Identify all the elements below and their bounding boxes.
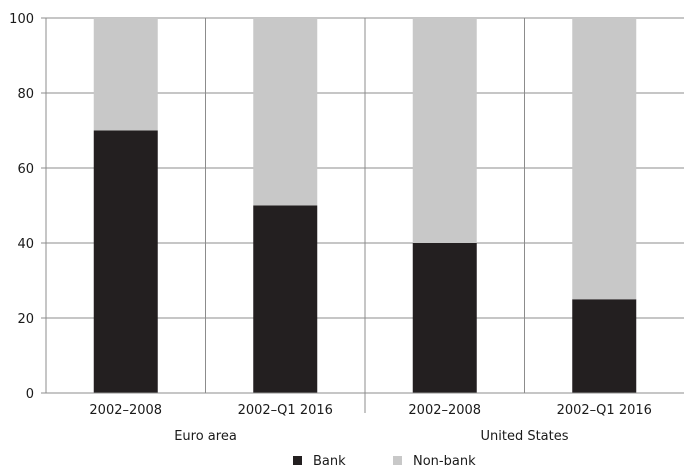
bar-non-bank-3 bbox=[412, 18, 477, 243]
bar-bank-3 bbox=[412, 243, 477, 393]
legend: Bank Non-bank bbox=[293, 454, 476, 469]
group-label: Euro area bbox=[174, 429, 237, 444]
bar-non-bank-2 bbox=[253, 18, 318, 206]
legend-bank-swatch bbox=[293, 456, 302, 465]
x-tick-label: 2002–2008 bbox=[89, 403, 162, 418]
y-tick-label: 0 bbox=[26, 387, 34, 402]
x-tick-label: 2002–Q1 2016 bbox=[238, 403, 333, 418]
bar-non-bank-1 bbox=[93, 18, 158, 131]
y-tick-label: 80 bbox=[17, 87, 34, 102]
bar-bank-4 bbox=[572, 299, 637, 393]
group-labels: Euro area United States bbox=[174, 429, 569, 444]
y-axis-ticks: 0 20 40 60 80 100 bbox=[9, 12, 46, 402]
axes bbox=[41, 18, 684, 413]
x-tick-label: 2002–2008 bbox=[408, 403, 481, 418]
bar-bank-2 bbox=[253, 205, 318, 393]
group-label: United States bbox=[480, 429, 568, 444]
legend-non-bank-swatch bbox=[393, 456, 402, 465]
legend-bank-label: Bank bbox=[313, 454, 346, 469]
y-tick-label: 100 bbox=[9, 12, 34, 27]
bar-non-bank-4 bbox=[572, 18, 637, 300]
bar-bank-1 bbox=[93, 130, 158, 393]
y-tick-label: 20 bbox=[17, 312, 34, 327]
x-tick-label: 2002–Q1 2016 bbox=[557, 403, 652, 418]
bars bbox=[93, 18, 637, 393]
x-axis-labels: 2002–2008 2002–Q1 2016 2002–2008 2002–Q1 20… bbox=[89, 403, 651, 418]
legend-non-bank-label: Non-bank bbox=[413, 454, 476, 469]
y-tick-label: 40 bbox=[17, 237, 34, 252]
y-tick-label: 60 bbox=[17, 162, 34, 177]
